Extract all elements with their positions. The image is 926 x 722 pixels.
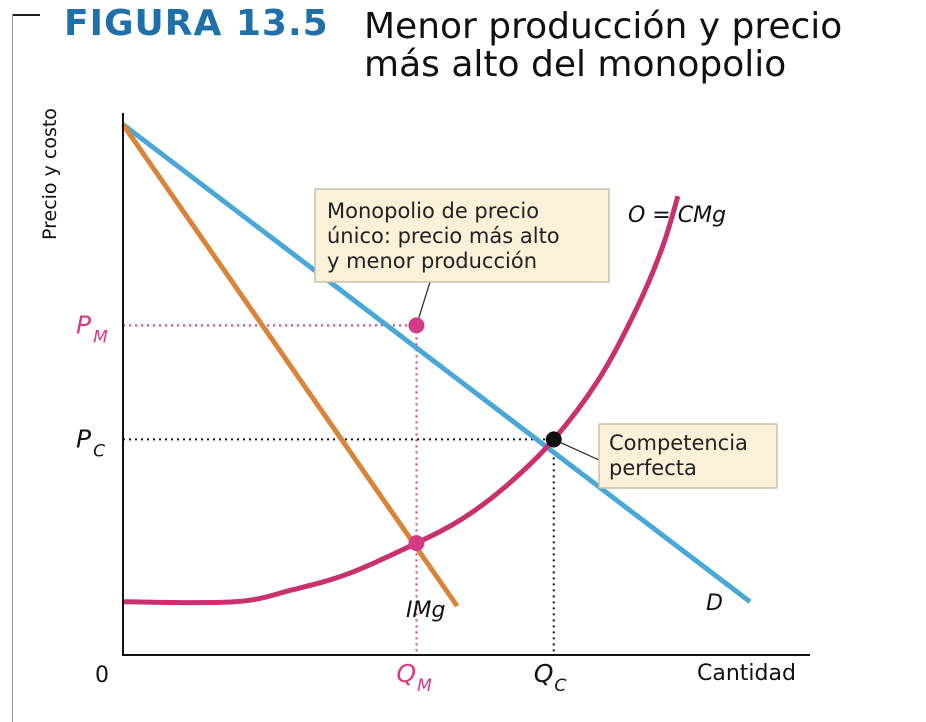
tick-labels: P M P C QM QC	[76, 310, 566, 696]
annotation-box-competencia	[598, 423, 778, 489]
annotation-monopolio-line-1: Monopolio de precio	[327, 199, 539, 223]
annotation-competencia-line-2: perfecta	[609, 456, 697, 480]
figure-number: FIGURA 13.5	[64, 3, 329, 44]
point-competencia	[545, 431, 562, 448]
point-monopolio-precio	[408, 317, 425, 334]
x-tick-qm: QM	[396, 659, 432, 696]
series-label-img: IMg	[406, 598, 445, 623]
y-axis-label: Precio y costo	[39, 108, 61, 240]
figure-title-line-2: más alto del monopolio	[364, 44, 787, 85]
point-monopolio-costo	[408, 535, 425, 552]
figure-title-line-1: Menor producción y precio	[364, 6, 843, 47]
series-label-d: D	[706, 591, 723, 616]
x-axis-label: Cantidad	[697, 661, 796, 686]
series-label-o-cmg: O = CMg	[628, 203, 726, 228]
axes	[122, 113, 810, 656]
key-points	[408, 317, 562, 552]
guide-lines	[123, 324, 555, 655]
figure-title: Menor producción y precio más alto del m…	[364, 8, 924, 84]
annotation-monopolio-line-2: único: precio más alto	[327, 224, 560, 248]
annotation-monopolio-line-3: y menor producción	[327, 249, 537, 273]
series-d	[121, 122, 752, 604]
series-lines	[120, 122, 752, 608]
annotation-boxes: Monopolio de precio único: precio más al…	[314, 188, 778, 489]
frame-left-rule	[12, 14, 13, 722]
annotation-box-monopolio	[314, 188, 610, 283]
annotation-competencia-line-1: Competencia	[609, 431, 748, 455]
origin-label: 0	[95, 663, 109, 688]
series-labels: D IMg O = CMg	[406, 203, 726, 623]
x-tick-qc: QC	[534, 659, 567, 696]
series-o-cmg	[122, 195, 681, 606]
leader-competencia	[553, 438, 600, 461]
header-background	[40, 6, 926, 84]
series-img	[120, 123, 460, 608]
